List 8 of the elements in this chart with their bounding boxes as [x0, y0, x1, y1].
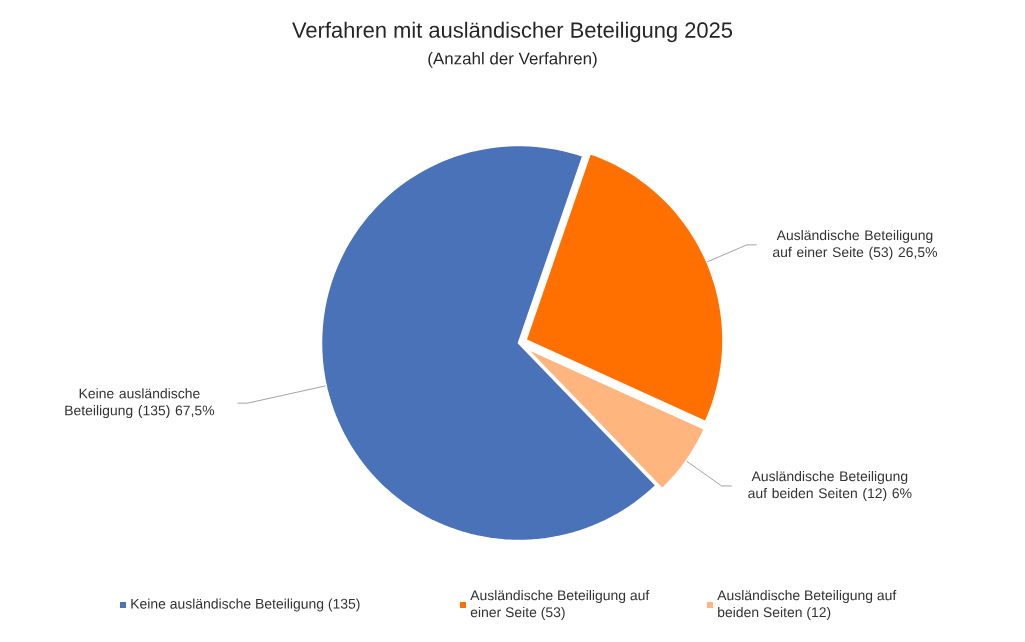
chart-subtitle: (Anzahl der Verfahren) [428, 52, 597, 68]
data-label: Ausländische Beteiligung auf beiden Seiten (12) 6% [748, 470, 912, 501]
legend-label: Keine ausländische Beteiligung (135) [131, 598, 360, 612]
legend-label: Ausländische Beteiligung auf beiden Seiten (12) [717, 590, 897, 620]
data-label: Keine ausländische Beteiligung (135) 67,5% [65, 388, 215, 419]
data-label: Ausländische Beteiligung auf einer Seite (53) 26,5% [772, 229, 938, 260]
legend-label: Ausländische Beteiligung auf einer Seite (53) [470, 590, 650, 620]
chart-title: Verfahren mit ausländischer Beteiligung 2025 [292, 21, 733, 43]
